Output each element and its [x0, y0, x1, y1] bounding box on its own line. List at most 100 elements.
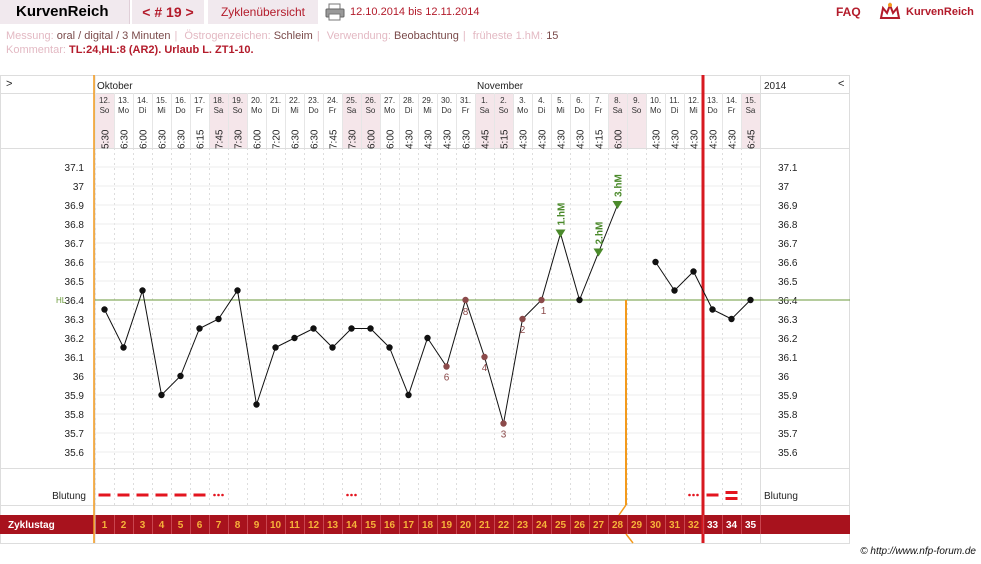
weekday-label: Fr [196, 106, 204, 115]
time-label: 4:30 [690, 129, 701, 149]
bleeding-very-heavy [725, 491, 738, 494]
low-temp-label: 3 [501, 430, 507, 441]
temperature-point [519, 315, 526, 323]
date-label: 23. [308, 96, 319, 105]
bleeding-heavy [136, 493, 149, 497]
weekend-shade [209, 93, 228, 148]
y-tick-right: 35.9 [778, 391, 798, 402]
date-label: 13. [707, 96, 718, 105]
temperature-point [215, 315, 222, 323]
date-label: 27. [384, 96, 395, 105]
y-tick-right: 36.8 [778, 220, 798, 231]
cycle-day-number: 21 [479, 520, 491, 531]
bleeding-heavy [98, 493, 111, 497]
bleeding-spotting [221, 493, 224, 497]
time-label: 6:30 [120, 129, 131, 149]
printer-icon[interactable] [324, 3, 346, 21]
date-label: 6. [576, 96, 583, 105]
bleeding-label-right: Blutung [764, 491, 798, 502]
weekday-label: So [499, 106, 509, 115]
cycle-day-number: 9 [254, 520, 260, 531]
weekend-shade [627, 93, 646, 148]
time-label: 6:30 [310, 129, 321, 149]
cycle-day-number: 27 [593, 520, 605, 531]
weekday-label: So [632, 106, 642, 115]
temperature-point [234, 287, 241, 294]
time-label: 4:30 [405, 129, 416, 149]
cycle-day-number: 1 [102, 520, 108, 531]
orange-line-tail [625, 533, 634, 544]
weekday-label: Mo [118, 106, 130, 115]
date-label: 2. [500, 96, 507, 105]
time-label: 6:30 [158, 129, 169, 149]
time-label: 4:30 [519, 129, 530, 149]
time-label: 4:30 [443, 129, 454, 149]
temperature-point [481, 353, 488, 361]
bleeding-spotting [213, 493, 216, 497]
y-tick-right: 36.9 [778, 201, 798, 212]
cycle-navigator[interactable]: < # 19 > [132, 0, 204, 24]
month-label: November [477, 81, 524, 92]
info-line-2: Kommentar: TL:24,HL:8 (AR2). Urlaub L. Z… [6, 43, 558, 57]
date-label: 21. [270, 96, 281, 105]
year-label: 2014 [764, 81, 787, 92]
cycle-day-number: 25 [555, 520, 567, 531]
y-tick-right: 37 [778, 182, 790, 193]
bleeding-very-heavy [725, 497, 738, 500]
weekend-shade [494, 93, 513, 148]
time-label: 6:30 [177, 129, 188, 149]
weekend-shade [608, 93, 627, 148]
cycle-day-label: Zyklustag [8, 520, 55, 531]
cycle-day-number: 28 [612, 520, 624, 531]
time-label: 7:45 [329, 129, 340, 149]
date-label: 13. [118, 96, 129, 105]
weekday-label: Mo [650, 106, 662, 115]
temperature-point [310, 325, 317, 332]
orange-line-tail [618, 504, 627, 516]
temperature-point [405, 391, 412, 399]
low-temp-label: 1 [541, 306, 547, 317]
cycles-overview-link[interactable]: Zyklenübersicht [208, 0, 318, 24]
temperature-point [139, 287, 146, 294]
temperature-point [443, 363, 450, 370]
weekday-label: Fr [728, 106, 736, 115]
bleeding-heavy [117, 493, 130, 497]
faq-link[interactable]: FAQ [836, 5, 861, 19]
y-tick-right: 36.3 [778, 315, 798, 326]
date-label: 31. [460, 96, 471, 105]
messung-value: oral / digital / 3 Minuten [56, 30, 171, 42]
date-label: 25. [346, 96, 357, 105]
y-tick-left: 35.9 [65, 391, 85, 402]
y-tick-right: 35.7 [778, 429, 798, 440]
time-label: 6:30 [291, 129, 302, 149]
y-tick-right: 36.2 [778, 334, 798, 345]
time-label: 7:30 [348, 129, 359, 149]
y-tick-left: 35.7 [65, 429, 85, 440]
y-tick-left: 36.3 [65, 315, 85, 326]
bleeding-spotting [692, 493, 695, 497]
bleeding-spotting [688, 493, 691, 497]
time-label: 6:30 [462, 129, 473, 149]
weekday-label: Di [671, 106, 679, 115]
time-label: 6:00 [367, 129, 378, 149]
time-label: 4:30 [576, 129, 587, 149]
y-tick-left: 36.8 [65, 220, 85, 231]
nav-right-arrow: < [838, 78, 844, 90]
weekday-label: Sa [480, 106, 490, 115]
bleeding-spotting [346, 493, 349, 497]
date-label: 30. [441, 96, 452, 105]
logo-text[interactable]: KurvenReich [906, 6, 974, 18]
temperature-point [747, 296, 754, 304]
y-tick-right: 36.6 [778, 258, 798, 269]
weekday-label: Mi [423, 106, 432, 115]
app-title[interactable]: KurvenReich [0, 0, 130, 24]
date-label: 1. [481, 96, 488, 105]
cycle-day-number: 17 [403, 520, 415, 531]
time-label: 4:30 [671, 129, 682, 149]
y-tick-right: 36.5 [778, 277, 798, 288]
y-tick-left: 36.4 [65, 296, 85, 307]
weekend-shade [475, 93, 494, 148]
y-tick-left: 36.7 [65, 239, 85, 250]
bleeding-label-left: Blutung [52, 491, 86, 502]
weekday-label: Sa [347, 106, 357, 115]
